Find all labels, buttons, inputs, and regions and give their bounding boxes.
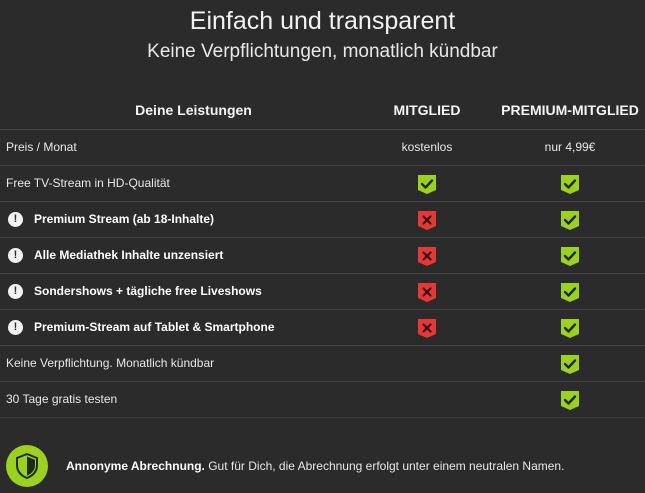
footer-bold-text: Annonyme Abrechnung. [66,459,205,473]
footer-text: Annonyme Abrechnung. Gut für Dich, die A… [66,459,564,473]
check-icon [416,174,438,194]
warning-icon: ! [8,212,23,227]
page-title: Einfach und transparent [189,7,456,35]
premium-cell [495,238,645,273]
feature-row: Keine Verpflichtung. Monatlich kündbar [0,346,645,382]
feature-row: Free TV-Stream in HD-Qualität [0,166,645,202]
member-cell [377,202,477,237]
warning-icon: ! [8,284,23,299]
feature-label: Keine Verpflichtung. Monatlich kündbar [6,356,215,370]
feature-label: Free TV-Stream in HD-Qualität [6,176,170,190]
table-header: Deine Leistungen MITGLIED PREMIUM-MITGLI… [0,92,645,130]
member-cell [377,346,477,381]
price-premium: nur 4,99€ [544,140,596,154]
premium-cell [495,166,645,201]
column-header-member: MITGLIED [393,102,461,118]
feature-row: ! Sondershows + tägliche free Liveshows [0,274,645,310]
check-icon [559,318,581,338]
price-member: kostenlos [401,140,453,154]
comparison-table: Deine Leistungen MITGLIED PREMIUM-MITGLI… [0,92,645,418]
warning-icon: ! [8,248,23,263]
check-icon [559,390,581,410]
feature-label: Premium-Stream auf Tablet & Smartphone [34,320,275,334]
page-subtitle: Keine Verpflichtungen, monatlich kündbar [147,41,498,62]
check-icon [559,282,581,302]
feature-row: ! Alle Mediathek Inhalte unzensiert [0,238,645,274]
member-cell [377,238,477,273]
premium-cell [495,202,645,237]
price-label: Preis / Monat [6,140,77,154]
cross-icon [416,246,438,266]
check-icon [559,174,581,194]
feature-label: Premium Stream (ab 18-Inhalte) [34,212,215,226]
premium-cell [495,382,645,417]
cross-icon [416,282,438,302]
feature-row: 30 Tage gratis testen [0,382,645,418]
shield-check-icon [6,445,48,487]
feature-label: 30 Tage gratis testen [6,392,118,406]
price-row: Preis / Monat kostenlos nur 4,99€ [0,130,645,166]
feature-row: ! Premium-Stream auf Tablet & Smartphone [0,310,645,346]
check-icon [559,246,581,266]
warning-icon: ! [8,320,23,335]
column-header-features: Deine Leistungen [135,102,252,118]
feature-label: Alle Mediathek Inhalte unzensiert [34,248,224,262]
check-icon [559,354,581,374]
premium-cell [495,346,645,381]
cross-icon [416,318,438,338]
member-cell [377,274,477,309]
feature-label: Sondershows + tägliche free Liveshows [34,284,262,298]
premium-cell [495,310,645,345]
member-cell [377,382,477,417]
cross-icon [416,210,438,230]
member-cell [377,166,477,201]
feature-row: ! Premium Stream (ab 18-Inhalte) [0,202,645,238]
premium-cell [495,274,645,309]
member-cell [377,310,477,345]
column-header-premium: PREMIUM-MITGLIED [501,102,639,118]
footer: Annonyme Abrechnung. Gut für Dich, die A… [0,440,645,493]
footer-normal-text: Gut für Dich, die Abrechnung erfolgt unt… [204,459,565,473]
check-icon [559,210,581,230]
